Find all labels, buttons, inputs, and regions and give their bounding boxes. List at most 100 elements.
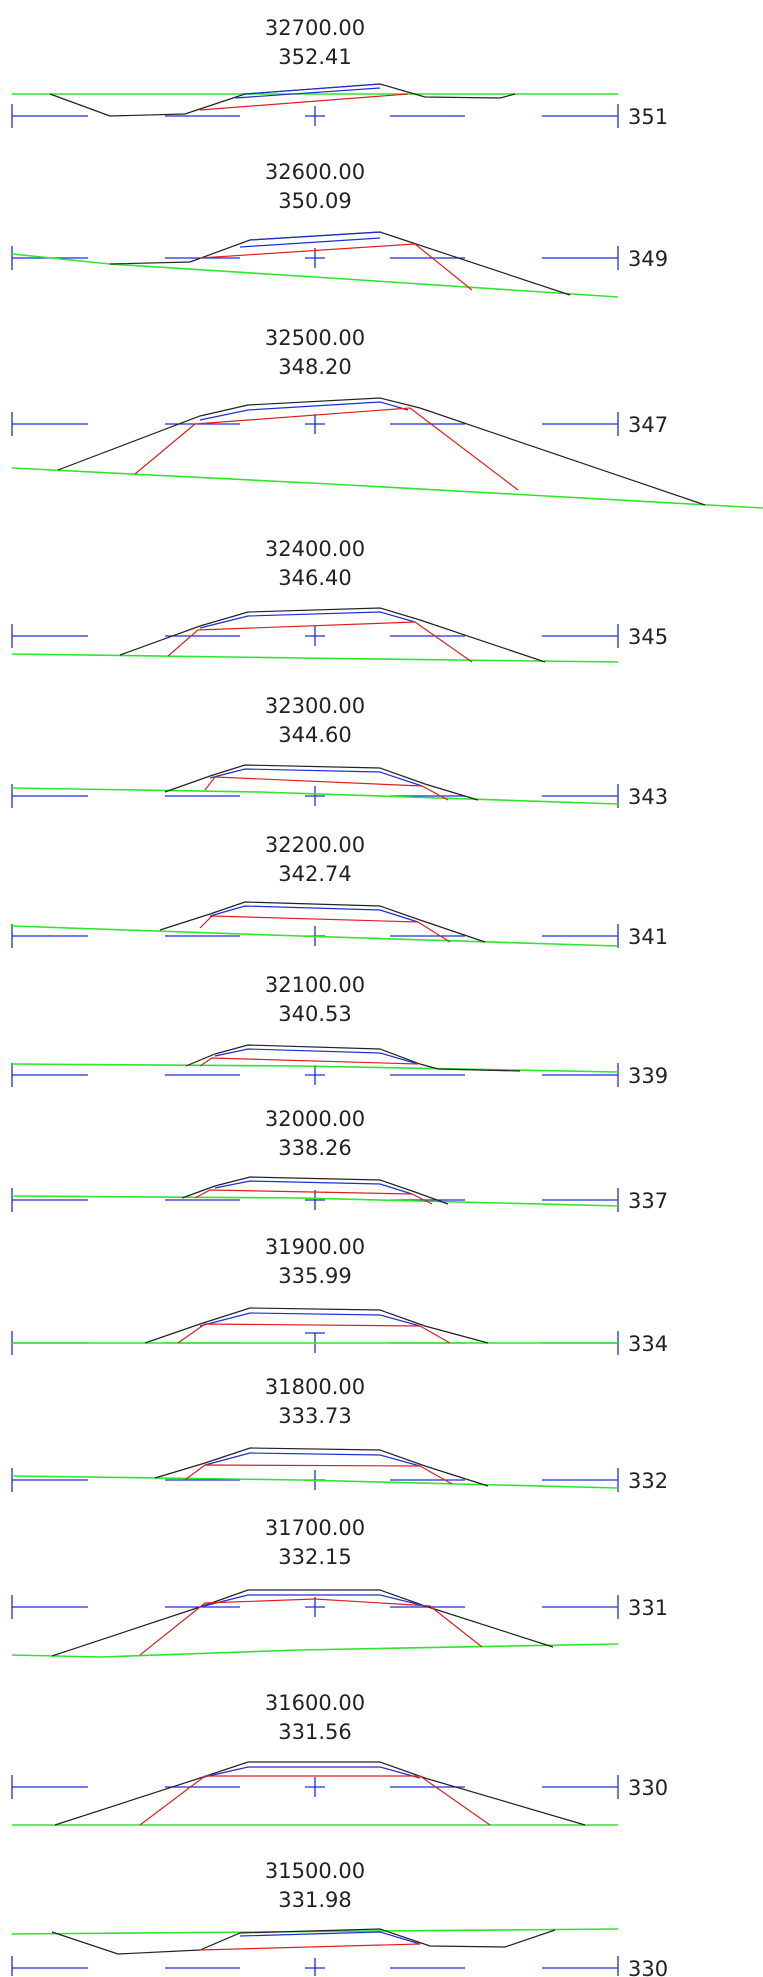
pavement-layer <box>199 611 416 629</box>
ground-line <box>11 467 763 509</box>
station-label: 32600.00 <box>265 160 365 184</box>
datum-elevation-label: 330 <box>628 1776 668 1800</box>
datum-elevation-label: 337 <box>628 1189 668 1213</box>
station-label: 31500.00 <box>265 1859 365 1883</box>
cross-section-32600: 32600.00 350.09 349 <box>11 160 668 298</box>
cross-section-31500: 31500.00 331.98 330 <box>11 1859 668 1977</box>
reference-axis-line <box>11 1188 619 1212</box>
subgrade-line <box>139 1775 491 1826</box>
cross-section-31600: 31600.00 331.56 330 <box>11 1691 668 1826</box>
pavement-layer <box>199 401 409 421</box>
pavement-layer <box>199 1312 421 1327</box>
elevation-label: 340.53 <box>278 1002 351 1026</box>
pavement-layer <box>239 1931 421 1945</box>
ground-line <box>11 1643 619 1658</box>
pavement-layer <box>204 1452 421 1467</box>
slope-line <box>54 1761 586 1826</box>
elevation-label: 344.60 <box>278 723 351 747</box>
subgrade-line <box>139 1598 483 1656</box>
subgrade-line <box>199 243 473 291</box>
cross-section-31700: 31700.00 332.15 331 <box>11 1516 668 1658</box>
ground-line <box>11 787 619 805</box>
station-label: 32000.00 <box>265 1107 365 1131</box>
station-label: 31900.00 <box>265 1235 365 1259</box>
station-label: 32500.00 <box>265 326 365 350</box>
ground-line <box>11 1475 619 1489</box>
ground-line <box>11 1928 619 1935</box>
ground-line <box>11 253 619 298</box>
datum-elevation-label: 343 <box>628 785 668 809</box>
station-label: 32300.00 <box>265 694 365 718</box>
station-label: 32200.00 <box>265 833 365 857</box>
station-label: 31600.00 <box>265 1691 365 1715</box>
subgrade-line <box>199 915 451 943</box>
subgrade-line <box>199 93 409 111</box>
datum-elevation-label: 345 <box>628 625 668 649</box>
elevation-label: 331.56 <box>278 1720 351 1744</box>
pavement-layer <box>214 1048 419 1065</box>
datum-elevation-label: 334 <box>628 1332 668 1356</box>
station-label: 32400.00 <box>265 537 365 561</box>
cross-section-31900: 31900.00 335.99 334 <box>11 1235 668 1356</box>
subgrade-line <box>167 621 473 663</box>
elevation-label: 332.15 <box>278 1545 351 1569</box>
datum-elevation-label: 347 <box>628 413 668 437</box>
elevation-label: 335.99 <box>278 1264 351 1288</box>
datum-elevation-label: 332 <box>628 1469 668 1493</box>
station-label: 31700.00 <box>265 1516 365 1540</box>
reference-axis-line <box>11 1775 619 1799</box>
subgrade-line <box>199 1943 421 1951</box>
slope-line <box>181 1176 449 1205</box>
ground-line <box>11 1063 619 1073</box>
cross-section-32200: 32200.00 342.74 341 <box>11 833 668 949</box>
pavement-layer <box>209 905 419 923</box>
elevation-label: 333.73 <box>278 1404 351 1428</box>
slope-line <box>159 901 486 943</box>
slope-line <box>51 1589 554 1657</box>
pavement-layer <box>199 1594 426 1608</box>
elevation-label: 342.74 <box>278 862 351 886</box>
subgrade-line <box>194 1189 433 1205</box>
cross-section-31800: 31800.00 333.73 332 <box>11 1375 668 1493</box>
cross-section-32500: 32500.00 348.20 347 <box>11 326 763 509</box>
elevation-label: 352.41 <box>278 45 351 69</box>
elevation-label: 331.98 <box>278 1888 351 1912</box>
slope-line <box>51 1928 556 1955</box>
pavement-layer <box>209 768 423 787</box>
elevation-label: 346.40 <box>278 566 351 590</box>
datum-elevation-label: 351 <box>628 105 668 129</box>
slope-line <box>57 397 706 506</box>
station-label: 32100.00 <box>265 973 365 997</box>
subgrade-line <box>177 1323 451 1344</box>
subgrade-line <box>134 407 519 491</box>
datum-elevation-label: 330 <box>628 1957 668 1977</box>
datum-elevation-label: 349 <box>628 247 668 271</box>
cross-section-32400: 32400.00 346.40 345 <box>11 537 668 663</box>
pavement-layer <box>214 1180 413 1195</box>
reference-axis-line <box>11 104 619 128</box>
slope-line <box>119 607 546 663</box>
subgrade-line <box>184 1464 453 1485</box>
ground-line <box>11 925 619 947</box>
datum-elevation-label: 339 <box>628 1064 668 1088</box>
station-label: 32700.00 <box>265 16 365 40</box>
datum-elevation-label: 341 <box>628 925 668 949</box>
elevation-label: 338.26 <box>278 1136 351 1160</box>
subgrade-line <box>204 776 449 801</box>
pavement-layer <box>239 231 381 248</box>
subgrade-line <box>199 1057 419 1067</box>
datum-elevation-label: 331 <box>628 1596 668 1620</box>
slope-line <box>154 1447 489 1487</box>
reference-axis-line <box>11 624 619 648</box>
cross-section-32100: 32100.00 340.53 339 <box>11 973 668 1088</box>
cross-section-32700: 32700.00 352.41 351 <box>11 16 668 129</box>
pavement-layer <box>199 1766 421 1779</box>
reference-axis-line <box>11 1956 619 1976</box>
cross-section-32000: 32000.00 338.26 337 <box>11 1107 668 1213</box>
pavement-layer <box>234 83 381 99</box>
elevation-label: 350.09 <box>278 189 351 213</box>
cross-section-32300: 32300.00 344.60 343 <box>11 694 668 809</box>
ground-line <box>11 1195 619 1207</box>
